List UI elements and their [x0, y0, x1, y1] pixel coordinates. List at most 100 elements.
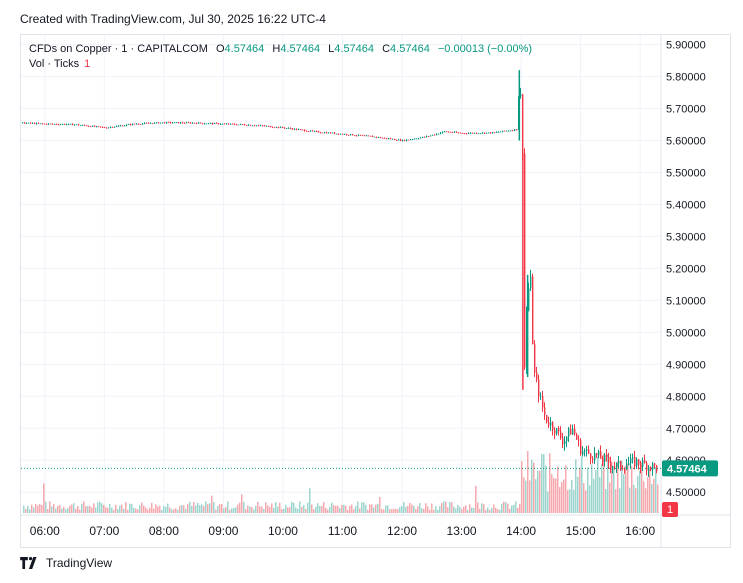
volume-bar: [651, 483, 653, 513]
volume-bar: [291, 501, 293, 513]
legend-close-value: 4.57464: [390, 43, 430, 55]
candle-body: [486, 132, 488, 134]
volume-bar: [89, 505, 91, 513]
candle-body: [332, 132, 334, 134]
volume-bar: [37, 505, 39, 513]
candle-body: [88, 126, 90, 127]
volume-bar: [331, 502, 333, 513]
volume-bar: [431, 503, 433, 513]
volume-bar: [33, 507, 35, 513]
candle-body: [288, 128, 290, 129]
time-axis-tick: 10:00: [268, 524, 298, 538]
volume-bar: [59, 505, 61, 513]
price-axis-tick: 5.20000: [666, 263, 706, 275]
volume-bar: [341, 504, 343, 513]
candle-body: [578, 439, 580, 441]
volume-bar: [115, 504, 117, 513]
candle-body: [616, 463, 618, 467]
legend-symbol[interactable]: CFDs on Copper · 1 · CAPITALCOM: [29, 43, 208, 55]
volume-bar: [391, 509, 393, 513]
candle-body: [490, 132, 492, 134]
candle-body: [206, 123, 208, 125]
candle-body: [610, 462, 612, 468]
price-axis-tick: 4.90000: [666, 359, 706, 371]
candle-body: [186, 122, 188, 124]
volume-bar: [369, 504, 371, 513]
candle-body: [68, 123, 70, 125]
candle-body: [308, 131, 310, 133]
legend-high-label: H: [272, 43, 281, 55]
candle-body: [418, 138, 420, 140]
candle-body: [390, 138, 392, 140]
volume-bar: [327, 509, 329, 513]
volume-bar: [41, 504, 43, 513]
candle-body: [362, 135, 364, 137]
volume-bar: [547, 491, 549, 513]
candle-body: [100, 126, 102, 128]
last-price-badge: [662, 460, 718, 477]
volume-bar: [591, 464, 593, 513]
candle-body: [262, 125, 264, 127]
volume-bar: [67, 507, 69, 513]
volume-bar: [237, 504, 239, 513]
candle-body: [594, 453, 596, 460]
volume-bar: [189, 501, 191, 513]
volume-bar: [209, 503, 211, 513]
volume-bar: [469, 504, 471, 513]
volume-bar: [351, 504, 353, 513]
candle-body: [242, 124, 244, 125]
volume-legend-label[interactable]: Vol · Ticks: [29, 58, 80, 70]
candle-body: [208, 123, 210, 124]
price-chart[interactable]: 5.90000 5.80000 5.70000 5.60000 5.50000 5.400…: [21, 35, 731, 548]
candle-body: [268, 126, 270, 127]
volume-bar: [175, 508, 177, 513]
candle-body: [256, 125, 258, 127]
volume-bar: [413, 505, 415, 513]
price-axis-tick: 5.80000: [666, 72, 706, 84]
volume-bar: [375, 504, 377, 513]
candle-body: [350, 134, 352, 136]
candle-body: [382, 137, 384, 139]
volume-bar: [515, 501, 517, 513]
volume-bar: [289, 507, 291, 513]
candle-body: [526, 310, 528, 368]
candle-body: [232, 123, 234, 125]
volume-legend-count: 1: [84, 58, 91, 70]
candle-body: [136, 123, 138, 125]
volume-bar: [263, 508, 265, 513]
volume-bar: [385, 505, 387, 513]
candle-body: [102, 127, 104, 128]
candle-body: [564, 441, 566, 445]
candle-body: [38, 122, 40, 124]
volume-bar: [541, 454, 543, 513]
candle-body: [338, 133, 340, 135]
ohlc-legend: CFDs on Copper · 1 · CAPITALCOM O4.57464…: [29, 42, 532, 57]
candle-body: [34, 123, 36, 124]
candle-body: [580, 440, 582, 455]
volume-bar: [573, 489, 575, 513]
volume-bar: [401, 505, 403, 513]
candle-body: [322, 132, 324, 134]
volume-bar: [407, 505, 409, 513]
volume-bar: [287, 507, 289, 513]
candle-body: [52, 123, 54, 125]
volume-bar: [415, 509, 417, 513]
candle-body: [556, 428, 558, 434]
candle-body: [188, 122, 190, 124]
volume-bar: [195, 505, 197, 513]
candle-body: [652, 463, 654, 470]
candle-body: [286, 128, 288, 129]
volume-bar: [207, 504, 209, 513]
candle-body: [620, 461, 622, 469]
candle-body: [50, 123, 52, 125]
candle-body: [474, 132, 476, 134]
candle-body: [86, 125, 88, 127]
volume-bar: [247, 505, 249, 513]
candle-body: [410, 139, 412, 141]
volume-bar: [393, 508, 395, 513]
volume-bar: [173, 509, 175, 513]
candle-body: [596, 453, 598, 456]
chart-pane[interactable]: CFDs on Copper · 1 · CAPITALCOM O4.57464…: [20, 34, 731, 548]
candle-body: [508, 130, 510, 132]
volume-bar: [323, 502, 325, 513]
